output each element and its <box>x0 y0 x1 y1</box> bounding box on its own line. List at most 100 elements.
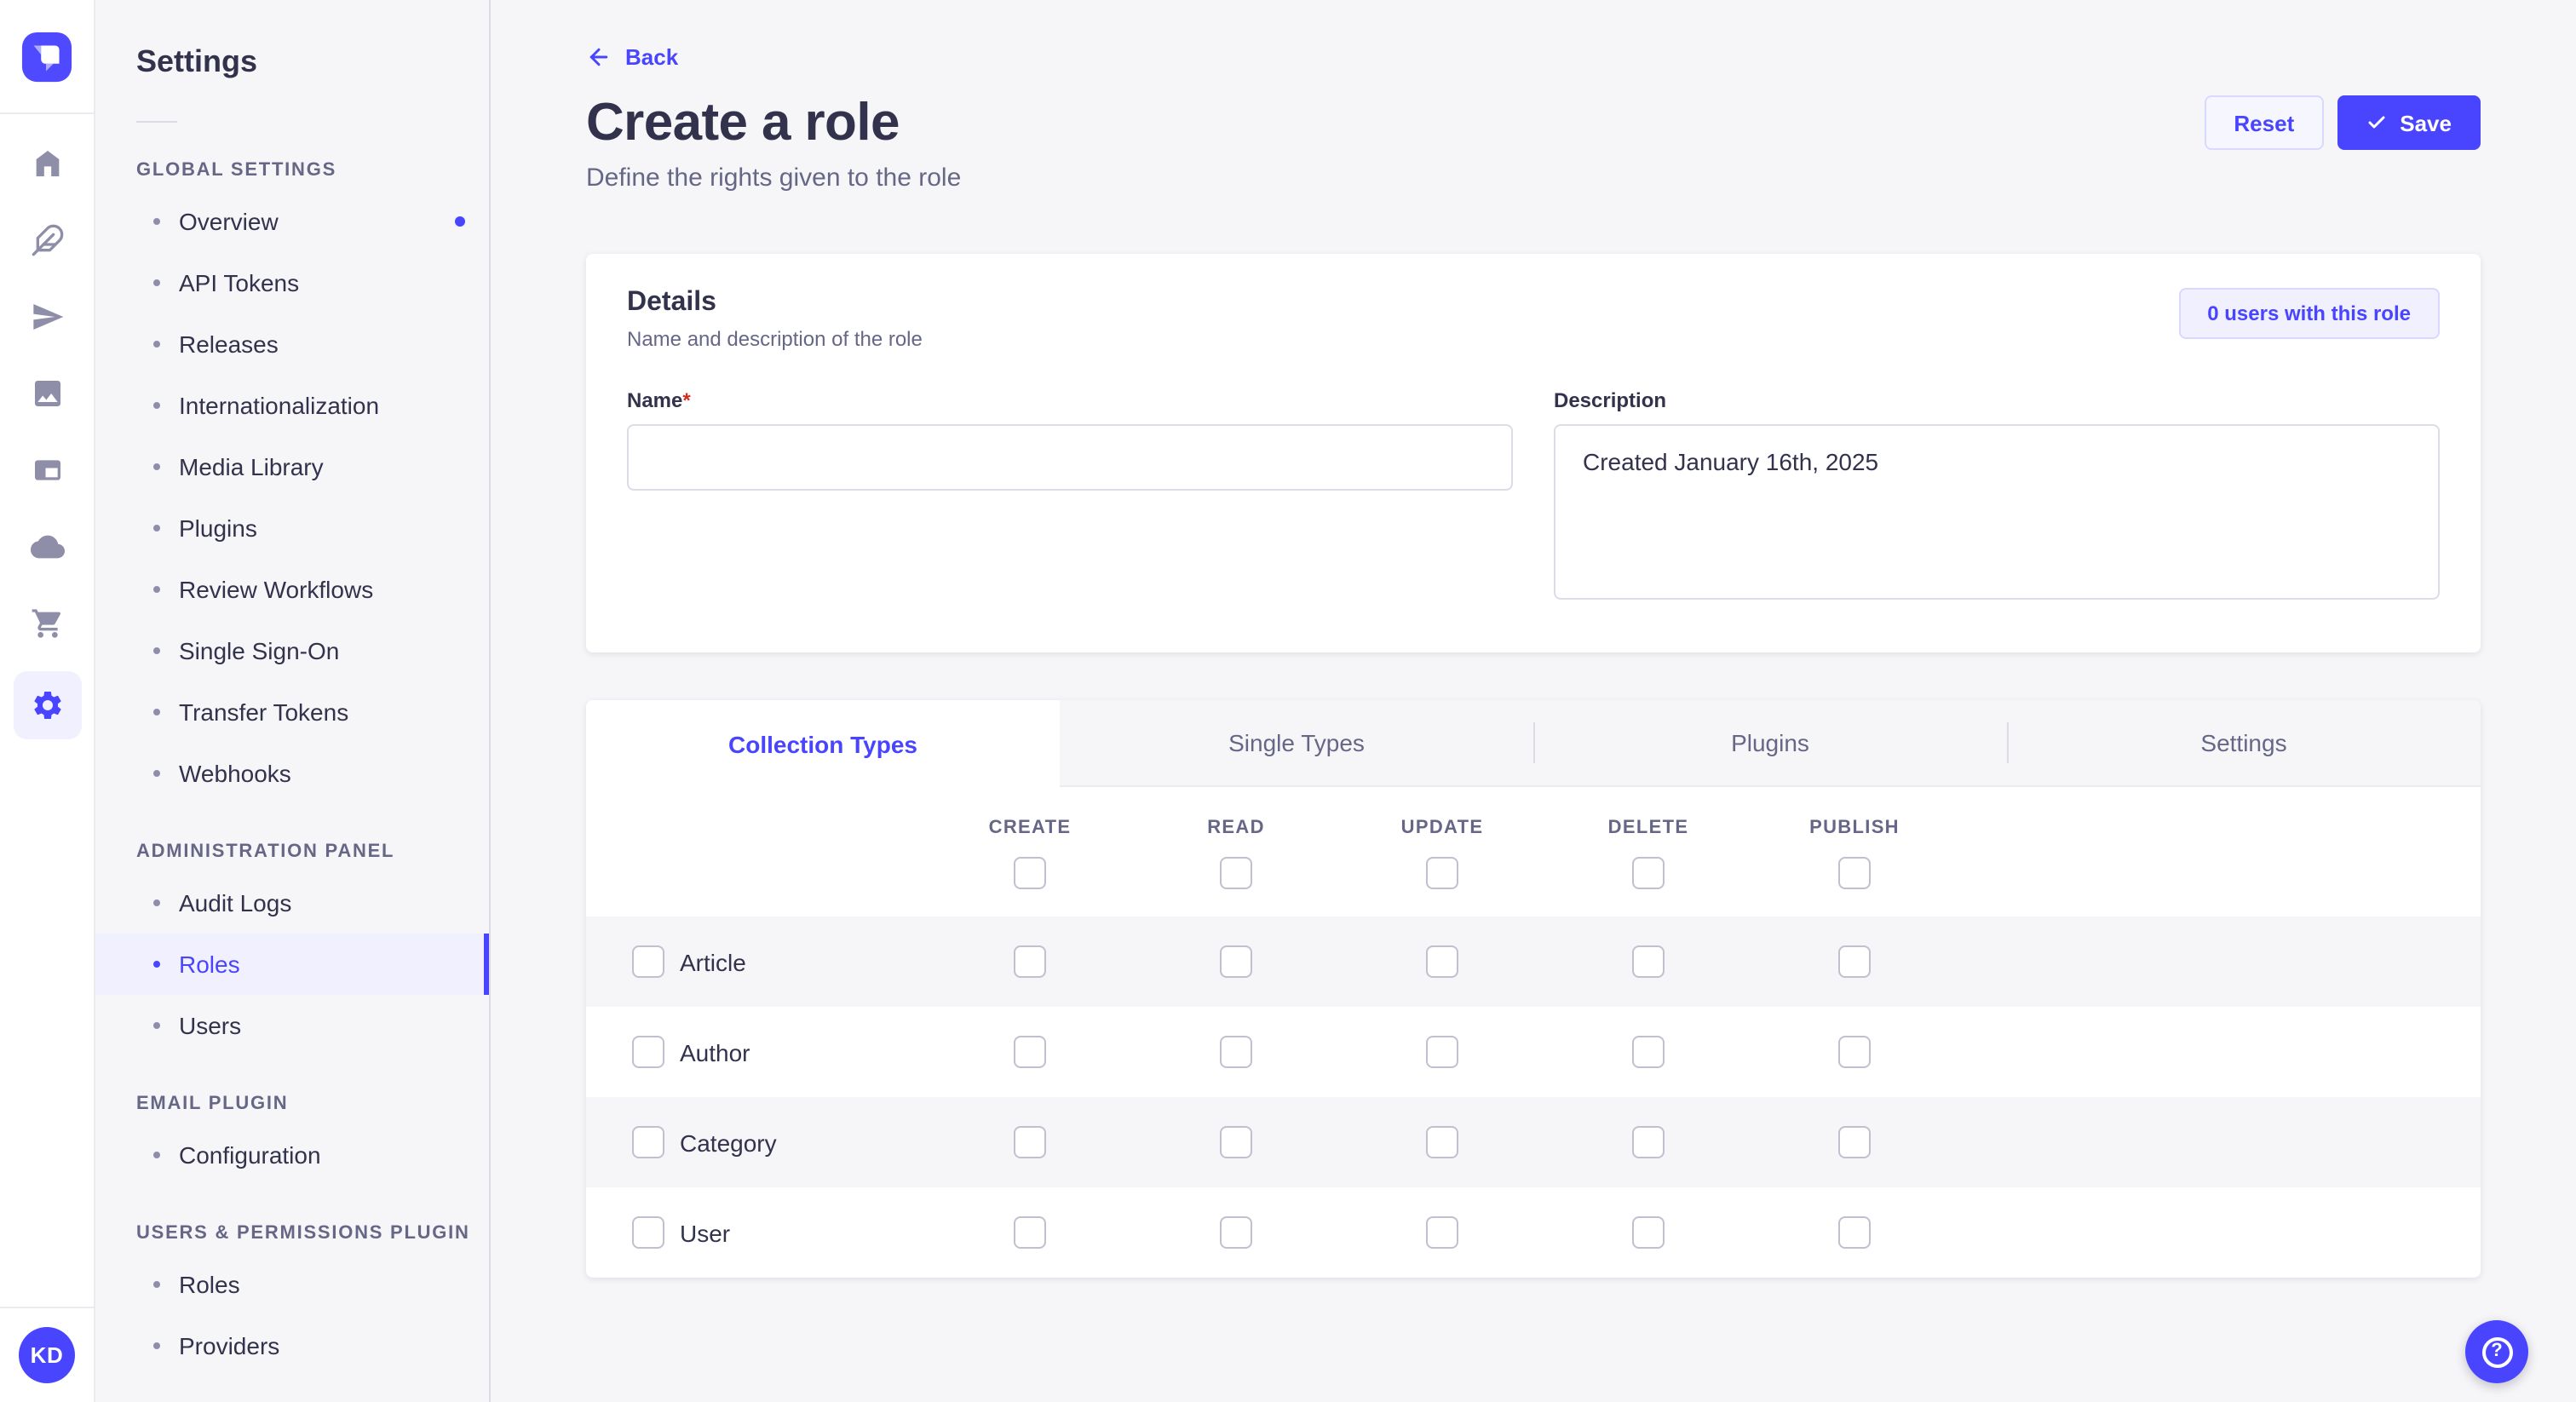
read-permission-checkbox[interactable] <box>1220 945 1252 978</box>
section-label-administration-panel: ADMINISTRATION PANEL <box>136 842 395 862</box>
sidebar-item-users[interactable]: Users <box>95 995 489 1056</box>
sidebar-item-label: Review Workflows <box>179 576 374 603</box>
back-label: Back <box>625 44 679 70</box>
permissions-tabs: Collection Types Single Types Plugins Se… <box>586 700 2481 787</box>
details-subtitle: Name and description of the role <box>627 327 923 351</box>
section-label-users-permissions-plugin: USERS & PERMISSIONS PLUGIN <box>136 1223 470 1244</box>
paper-plane-icon[interactable] <box>13 288 81 344</box>
sidebar-item-providers[interactable]: Providers <box>95 1315 489 1376</box>
row-select-checkbox[interactable] <box>632 1036 664 1068</box>
name-label: Name* <box>627 388 691 412</box>
publish-permission-checkbox[interactable] <box>1838 1036 1871 1068</box>
sidebar-item-label: Providers <box>179 1332 280 1359</box>
home-icon[interactable] <box>13 135 81 191</box>
bullet-icon <box>153 218 160 225</box>
sidebar-item-single-sign-on[interactable]: Single Sign-On <box>95 620 489 681</box>
select-all-create-checkbox[interactable] <box>1014 857 1046 889</box>
bullet-icon <box>153 586 160 593</box>
help-button[interactable]: ? <box>2465 1320 2528 1383</box>
sidebar-item-configuration[interactable]: Configuration <box>95 1124 489 1186</box>
update-permission-checkbox[interactable] <box>1426 1126 1458 1158</box>
delete-permission-checkbox[interactable] <box>1632 1216 1665 1249</box>
role-description-textarea[interactable]: Created January 16th, 2025 <box>1554 424 2440 600</box>
read-permission-checkbox[interactable] <box>1220 1216 1252 1249</box>
column-header-delete: DELETE <box>1607 818 1689 838</box>
arrow-left-icon <box>589 48 608 66</box>
sidebar-item-media-library[interactable]: Media Library <box>95 436 489 497</box>
row-select-checkbox[interactable] <box>632 945 664 978</box>
table-row-category: Category <box>586 1097 2481 1187</box>
sidebar-item-label: Transfer Tokens <box>179 698 349 726</box>
sidebar-item-webhooks[interactable]: Webhooks <box>95 743 489 804</box>
column-header-update: UPDATE <box>1400 818 1484 838</box>
layout-icon[interactable] <box>13 441 81 497</box>
sidebar-item-internationalization[interactable]: Internationalization <box>95 375 489 436</box>
tab-single-types[interactable]: Single Types <box>1060 700 1533 787</box>
sidebar-item-api-tokens[interactable]: API Tokens <box>95 252 489 313</box>
required-asterisk: * <box>682 388 691 412</box>
permissions-table-header: CREATE READ UPDATE DELETE PUBLISH <box>586 787 2481 916</box>
select-all-update-checkbox[interactable] <box>1426 857 1458 889</box>
column-header-read: READ <box>1207 818 1265 838</box>
publish-permission-checkbox[interactable] <box>1838 1216 1871 1249</box>
create-permission-checkbox[interactable] <box>1014 945 1046 978</box>
save-button[interactable]: Save <box>2337 95 2481 150</box>
tab-plugins[interactable]: Plugins <box>1533 700 2007 787</box>
delete-permission-checkbox[interactable] <box>1632 1036 1665 1068</box>
notification-dot <box>455 216 465 227</box>
tab-settings[interactable]: Settings <box>2007 700 2481 787</box>
pictures-icon[interactable] <box>13 365 81 421</box>
user-avatar[interactable]: KD <box>19 1327 75 1383</box>
read-permission-checkbox[interactable] <box>1220 1036 1252 1068</box>
update-permission-checkbox[interactable] <box>1426 1036 1458 1068</box>
publish-permission-checkbox[interactable] <box>1838 945 1871 978</box>
create-permission-checkbox[interactable] <box>1014 1036 1046 1068</box>
row-select-checkbox[interactable] <box>632 1126 664 1158</box>
update-permission-checkbox[interactable] <box>1426 945 1458 978</box>
publish-permission-checkbox[interactable] <box>1838 1126 1871 1158</box>
cloud-icon[interactable] <box>13 518 81 574</box>
select-all-delete-checkbox[interactable] <box>1632 857 1665 889</box>
row-label: Author <box>680 1038 750 1066</box>
gear-icon[interactable] <box>13 671 81 739</box>
sidebar-item-label: Users <box>179 1012 242 1039</box>
sidebar-item-plugins[interactable]: Plugins <box>95 497 489 559</box>
details-title: Details <box>627 288 716 317</box>
select-all-read-checkbox[interactable] <box>1220 857 1252 889</box>
create-permission-checkbox[interactable] <box>1014 1216 1046 1249</box>
feather-icon[interactable] <box>13 211 81 267</box>
create-permission-checkbox[interactable] <box>1014 1126 1046 1158</box>
read-permission-checkbox[interactable] <box>1220 1126 1252 1158</box>
strapi-logo[interactable] <box>20 30 73 83</box>
bullet-icon <box>153 1281 160 1288</box>
table-row-author: Author <box>586 1007 2481 1097</box>
sidebar-item-transfer-tokens[interactable]: Transfer Tokens <box>95 681 489 743</box>
sidebar-item-audit-logs[interactable]: Audit Logs <box>95 872 489 934</box>
cart-icon[interactable] <box>13 595 81 651</box>
rail-icon-nav <box>0 114 94 1307</box>
delete-permission-checkbox[interactable] <box>1632 945 1665 978</box>
tab-collection-types[interactable]: Collection Types <box>586 700 1060 787</box>
bullet-icon <box>153 341 160 348</box>
sidebar-item-review-workflows[interactable]: Review Workflows <box>95 559 489 620</box>
select-all-publish-checkbox[interactable] <box>1838 857 1871 889</box>
main-content: Back Create a role Reset Save Define the… <box>491 0 2576 1402</box>
row-select-checkbox[interactable] <box>632 1216 664 1249</box>
role-name-input[interactable] <box>627 424 1513 491</box>
bullet-icon <box>153 1152 160 1158</box>
back-link[interactable]: Back <box>586 44 678 70</box>
sidebar-item-label: Roles <box>179 951 240 978</box>
update-permission-checkbox[interactable] <box>1426 1216 1458 1249</box>
bullet-icon <box>153 1342 160 1349</box>
sidebar-item-roles-admin[interactable]: Roles <box>95 934 489 995</box>
table-row-article: Article <box>586 916 2481 1007</box>
sidebar-item-roles-up[interactable]: Roles <box>95 1254 489 1315</box>
users-with-role-button[interactable]: 0 users with this role <box>2178 288 2440 339</box>
sidebar-item-label: API Tokens <box>179 269 300 296</box>
delete-permission-checkbox[interactable] <box>1632 1126 1665 1158</box>
sidebar-item-label: Internationalization <box>179 392 380 419</box>
sidebar-item-overview[interactable]: Overview <box>95 191 489 252</box>
sidebar-item-releases[interactable]: Releases <box>95 313 489 375</box>
reset-button[interactable]: Reset <box>2205 95 2324 150</box>
